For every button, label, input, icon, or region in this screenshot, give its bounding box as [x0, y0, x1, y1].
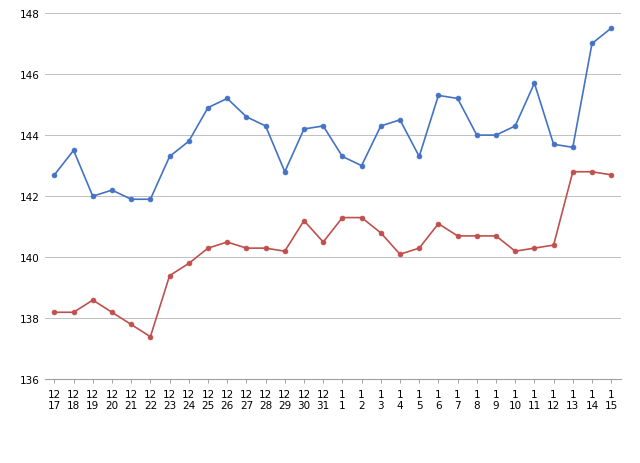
- Legend: レギュラー看板価格（円/L）, レギュラー実売価格（円/L）: レギュラー看板価格（円/L）, レギュラー実売価格（円/L）: [111, 460, 417, 463]
